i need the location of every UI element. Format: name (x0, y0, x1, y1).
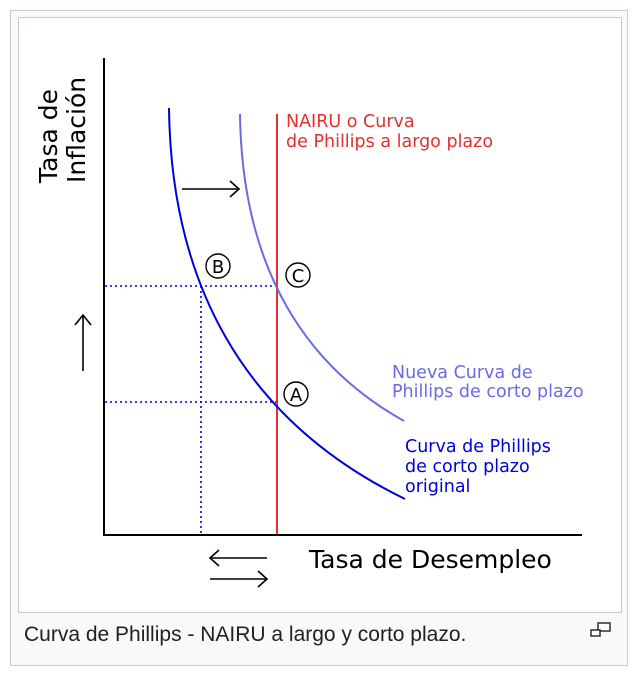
original-curve-label-line3: original (405, 477, 470, 497)
y-axis-label-line1: Tasa de (34, 89, 63, 184)
new-curve-label-line1: Nueva Curva de (392, 363, 533, 383)
point-a-label: A (290, 385, 303, 406)
figure-caption: Curva de Phillips - NAIRU a largo y cort… (24, 623, 467, 646)
nairu-label-line1: NAIRU o Curva (286, 112, 415, 132)
right-arrow-icon (182, 180, 241, 198)
enlarge-icon[interactable] (590, 622, 612, 638)
phillips-curve-image[interactable]: Tasa de Inflación NAIRU o Curva de Phill… (18, 17, 622, 613)
guide-lines (105, 285, 278, 534)
point-c-marker: C (285, 262, 311, 288)
point-c-label: C (292, 266, 305, 287)
original-curve-label-line2: de corto plazo (405, 457, 530, 477)
point-a-marker: A (283, 381, 309, 407)
figure-thumbnail: Tasa de Inflación NAIRU o Curva de Phill… (10, 10, 628, 666)
x-axis-label: Tasa de Desempleo (308, 545, 552, 574)
phillips-curve-diagram: Tasa de Inflación NAIRU o Curva de Phill… (34, 58, 584, 588)
y-axis-label-line2: Inflación (62, 77, 91, 183)
new-phillips-curve (239, 113, 405, 422)
original-curve-label-line1: Curva de Phillips (405, 437, 551, 457)
original-phillips-curve (168, 107, 406, 500)
up-arrow-icon (74, 313, 92, 371)
point-b-label: B (212, 257, 224, 278)
point-b-marker: B (205, 253, 231, 279)
nairu-label-line2: de Phillips a largo plazo (286, 132, 493, 152)
two-way-arrows-icon (208, 549, 269, 588)
new-curve-label-line2: Phillips de corto plazo (392, 382, 584, 402)
